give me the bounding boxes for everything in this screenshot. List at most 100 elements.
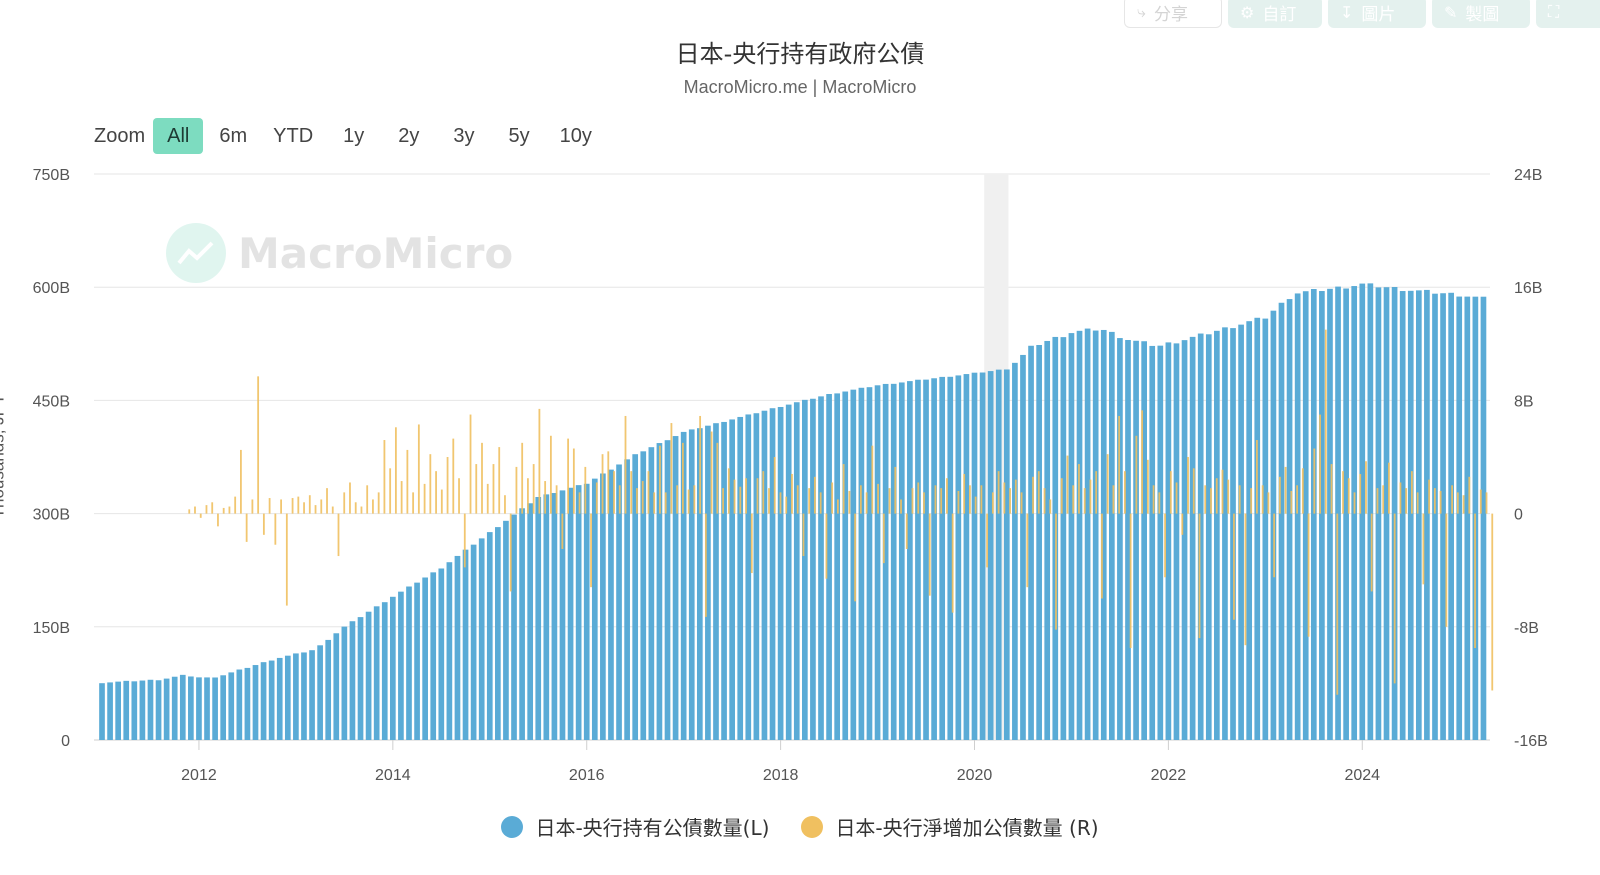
- zoom-1y-button[interactable]: 1y: [343, 125, 365, 147]
- legend-item-net-change[interactable]: 日本-央行淨增加公債數量 (R): [801, 812, 1099, 841]
- net-change-bar: [819, 492, 822, 514]
- net-change-bar: [716, 442, 719, 514]
- holdings-bar: [939, 376, 946, 740]
- x-tick-label: 2024: [1344, 767, 1380, 784]
- holdings-bar: [688, 429, 695, 740]
- net-change-bar: [538, 408, 541, 514]
- holdings-bar: [624, 459, 630, 740]
- net-change-bar: [1244, 513, 1247, 646]
- net-change-bar: [1456, 492, 1459, 514]
- zoom-5y-button[interactable]: 5y: [508, 125, 530, 147]
- net-change-bar: [980, 485, 983, 514]
- net-change-bar: [1422, 513, 1425, 585]
- macromicro-logo-icon: [166, 223, 226, 283]
- net-change-bar: [1204, 485, 1207, 514]
- customize-button[interactable]: ⚙ 自訂: [1228, 0, 1322, 28]
- net-change-bar: [572, 448, 575, 514]
- holdings-bar: [1068, 333, 1075, 740]
- net-change-bar: [400, 481, 403, 514]
- share-button[interactable]: ⤷ 分享: [1124, 0, 1222, 28]
- holdings-bar: [325, 639, 332, 740]
- draw-button[interactable]: ✎ 製圖: [1432, 0, 1530, 28]
- holdings-bar: [608, 469, 614, 740]
- net-change-bar: [1129, 513, 1132, 649]
- net-change-bar: [1376, 488, 1379, 514]
- net-change-bar: [194, 506, 196, 514]
- net-change-bar: [1026, 513, 1029, 588]
- fullscreen-button[interactable]: ⛶: [1536, 0, 1600, 28]
- net-change-bar: [791, 473, 793, 514]
- zoom-6m-button[interactable]: 6m: [219, 125, 248, 147]
- net-change-bar: [1037, 471, 1040, 514]
- net-change-bar: [1256, 440, 1258, 514]
- net-change-bar: [1181, 513, 1184, 535]
- holdings-bar: [802, 399, 808, 740]
- zoom-ytd-button[interactable]: YTD: [273, 125, 314, 147]
- holdings-bar: [309, 650, 315, 740]
- net-change-bar: [756, 478, 759, 514]
- holdings-bar: [721, 421, 727, 740]
- net-change-bar: [859, 485, 862, 514]
- holdings-bar: [406, 586, 412, 740]
- holdings-bar: [478, 538, 485, 740]
- net-change-bar: [1146, 459, 1149, 514]
- net-change-bar: [1330, 464, 1333, 514]
- zoom-3y-button[interactable]: 3y: [453, 125, 475, 147]
- net-change-bar: [871, 445, 874, 514]
- net-change-bar: [1169, 471, 1172, 514]
- holdings-bar: [519, 508, 525, 740]
- holdings-bar: [955, 375, 962, 740]
- net-change-bar: [234, 496, 237, 514]
- net-change-bar: [544, 481, 547, 514]
- holdings-bar: [777, 406, 784, 740]
- holdings-bar: [551, 493, 558, 740]
- net-change-bar: [1083, 488, 1086, 514]
- legend-item-holdings[interactable]: 日本-央行持有公債數量(L): [501, 812, 769, 841]
- holdings-bar: [826, 394, 832, 740]
- net-change-bar: [836, 499, 839, 514]
- legend-label-holdings: 日本-央行持有公債數量(L): [535, 816, 770, 840]
- net-change-bar: [601, 454, 604, 514]
- chart-subtitle: MacroMicro.me | MacroMicro: [683, 77, 917, 97]
- holdings-bar: [333, 633, 340, 740]
- net-change-bar: [854, 513, 857, 602]
- holdings-bar: [430, 572, 437, 740]
- net-change-bar: [245, 513, 248, 542]
- net-change-bar: [664, 492, 667, 514]
- image-download-button[interactable]: ↧ 圖片: [1328, 0, 1426, 28]
- net-change-bar: [584, 466, 587, 514]
- net-change-bar: [1296, 485, 1298, 514]
- holdings-bar: [543, 494, 550, 740]
- net-change-bar: [240, 449, 242, 514]
- holdings-bar: [1133, 340, 1139, 740]
- fullscreen-icon: ⛶: [1548, 2, 1560, 21]
- net-change-bar: [492, 464, 495, 514]
- net-change-bar: [1238, 485, 1241, 514]
- holdings-bar: [147, 679, 154, 740]
- holdings-bar: [1060, 337, 1067, 740]
- net-change-bar: [486, 483, 489, 514]
- net-change-bar: [1043, 488, 1046, 514]
- net-change-bar: [463, 513, 466, 568]
- net-change-bar: [199, 513, 202, 518]
- net-change-bar: [1382, 485, 1385, 514]
- x-tick-label: 2022: [1151, 767, 1187, 784]
- net-change-bar: [865, 492, 868, 514]
- net-change-bar: [842, 464, 845, 514]
- holdings-bar: [1230, 328, 1236, 740]
- zoom-all-button[interactable]: All: [153, 118, 204, 154]
- holdings-bar: [511, 514, 517, 740]
- net-change-bar: [1278, 476, 1281, 514]
- holdings-bar: [163, 678, 170, 740]
- net-change-bar: [1445, 513, 1448, 627]
- holdings-bar: [1480, 296, 1487, 740]
- net-change-bar: [957, 490, 960, 514]
- zoom-2y-button[interactable]: 2y: [398, 125, 420, 147]
- holdings-bar: [131, 681, 138, 740]
- y-left-tick-label: 600B: [33, 280, 70, 297]
- holdings-bar: [462, 549, 469, 740]
- zoom-10y-button[interactable]: 10y: [559, 125, 592, 147]
- holdings-bar: [196, 677, 202, 740]
- net-change-bar: [291, 498, 294, 514]
- holdings-bar: [1246, 321, 1253, 740]
